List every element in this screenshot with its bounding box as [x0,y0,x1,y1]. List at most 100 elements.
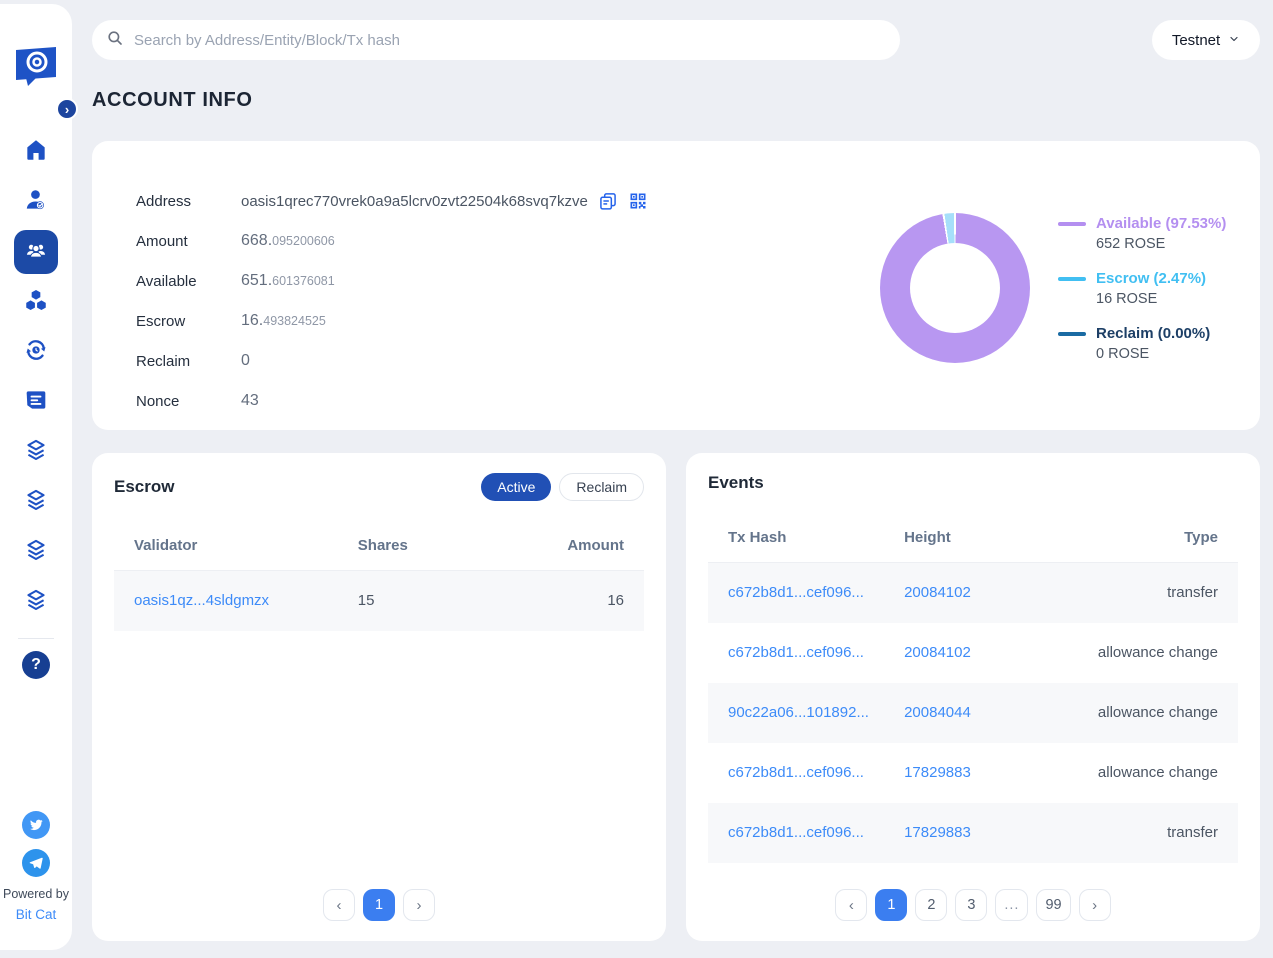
escrow-pagination: ‹ 1 › [92,889,666,921]
powered-by-label: Powered by [2,887,69,901]
sidebar-item-home[interactable] [14,130,58,174]
legend-value-available: 652 ROSE [1096,235,1166,252]
reclaim-value: 0 [241,352,250,369]
chart-legend: Available (97.53%) 652 ROSE Escrow (2.47… [1058,215,1226,362]
page-button-1[interactable]: 1 [363,889,395,921]
page-title: ACCOUNT INFO [92,89,253,111]
tx-hash-link[interactable]: c672b8d1...cef096... [728,584,864,602]
sidebar-footer: Powered by Bit Cat [3,811,69,950]
sidebar-item-transactions[interactable] [14,330,58,374]
address-value: oasis1qrec770vrek0a9a5lcrv0zvt22504k68sv… [241,192,588,210]
page-button-2[interactable]: 2 [915,889,948,921]
shares-value: 15 [357,592,375,610]
nonce-value: 43 [241,392,259,409]
table-row: c672b8d1...cef096... 17829883 allowance … [708,743,1238,803]
prev-page-button[interactable]: ‹ [835,889,868,921]
app-logo-icon[interactable] [12,40,60,88]
page-button-99[interactable]: 99 [1036,889,1071,921]
tx-hash-link[interactable]: c672b8d1...cef096... [728,644,864,661]
event-type: transfer [1167,584,1218,602]
events-table: Tx Hash Height Type c672b8d1...cef096...… [708,519,1238,863]
event-type: allowance change [1097,704,1218,721]
search-icon [106,29,124,52]
escrow-frac: 493824525 [263,314,326,328]
legend-label-escrow: Escrow (2.47%) [1096,269,1207,287]
sidebar-item-paratime-3[interactable] [14,530,58,574]
sidebar-collapse-button[interactable]: › [56,98,78,120]
address-label: Address [136,192,192,210]
network-label: Testnet [1171,31,1221,49]
amount-label: Amount [136,232,188,250]
layers-icon [23,537,49,568]
table-row: 90c22a06...101892... 20084044 allowance … [708,682,1238,743]
bottom-panels: Escrow Active Reclaim Validator Shares A… [92,453,1260,941]
tx-hash-link[interactable]: c672b8d1...cef096... [728,764,864,781]
table-row: c672b8d1...cef096... 20084102 allowance … [708,623,1238,683]
legend-item-reclaim: Reclaim (0.00%) 0 ROSE [1058,325,1226,362]
account-reclaim-row: Reclaim 0 [136,341,880,381]
search-bar[interactable] [92,20,900,60]
account-fields: Address oasis1qrec770vrek0a9a5lcrv0zvt22… [136,181,880,410]
telegram-icon[interactable] [21,849,50,877]
tx-hash-link[interactable]: c672b8d1...cef096... [728,824,864,841]
sidebar-item-documents[interactable] [14,380,58,424]
tab-reclaim[interactable]: Reclaim [559,473,644,501]
reclaim-label: Reclaim [136,352,191,370]
sidebar-item-blocks[interactable] [14,280,58,324]
sidebar-item-paratime-4[interactable] [14,580,58,624]
network-selector[interactable]: Testnet [1152,20,1260,60]
account-amount-row: Amount 668. 095200606 [136,221,880,261]
legend-label-reclaim: Reclaim (0.00%) [1096,324,1211,342]
sidebar-item-accounts[interactable] [14,230,58,274]
amount-int: 668. [241,232,273,249]
sidebar-item-paratime-1[interactable] [14,430,58,474]
legend-dash-reclaim [1058,331,1086,336]
col-validator: Validator [114,527,358,571]
validator-link[interactable]: oasis1qz...4sldgmzx [134,592,270,610]
sidebar-divider [18,638,54,639]
event-type: allowance change [1097,764,1218,781]
next-page-button[interactable]: › [403,889,435,921]
table-row: c672b8d1...cef096... 17829883 transfer [708,802,1238,863]
sidebar-item-validators[interactable] [14,180,58,224]
amount-value: 16 [607,592,624,610]
tx-hash-link[interactable]: 90c22a06...101892... [728,704,869,721]
document-icon [23,387,49,418]
escrow-panel: Escrow Active Reclaim Validator Shares A… [92,453,666,941]
account-info-panel: Address oasis1qrec770vrek0a9a5lcrv0zvt22… [92,141,1260,430]
nonce-label: Nonce [136,392,180,410]
search-input[interactable] [134,31,886,49]
height-link[interactable]: 20084102 [904,584,971,602]
twitter-icon[interactable] [21,811,50,839]
col-shares: Shares [357,527,507,571]
next-page-button[interactable]: › [1078,889,1111,921]
layers-icon [23,587,49,618]
col-type: Type [1078,519,1238,563]
chevron-down-icon [1228,33,1240,48]
event-type: allowance change [1097,644,1218,661]
available-int: 651. [241,272,273,289]
help-icon[interactable]: ? [22,651,50,679]
page-button-3[interactable]: 3 [955,889,988,921]
page-button-1[interactable]: 1 [875,889,908,921]
sidebar-item-paratime-2[interactable] [14,480,58,524]
qr-code-icon[interactable] [628,191,648,211]
escrow-tabs: Active Reclaim [481,473,644,501]
topbar: Testnet [92,20,1260,60]
amount-frac: 095200606 [272,234,335,248]
height-link[interactable]: 17829883 [904,764,971,781]
tab-active[interactable]: Active [481,473,552,501]
height-link[interactable]: 20084044 [904,704,971,721]
sidebar-nav [14,130,58,630]
prev-page-button[interactable]: ‹ [323,889,355,921]
main-content: Testnet ACCOUNT INFO Address oasis1qrec7… [72,0,1273,958]
transactions-cycle-icon [23,337,49,368]
page-ellipsis-button[interactable]: ... [995,889,1029,921]
bitcat-link[interactable]: Bit Cat [15,907,57,922]
height-link[interactable]: 17829883 [904,824,971,841]
donut-chart [880,213,1030,363]
sidebar: › [0,4,78,950]
copy-icon[interactable] [598,191,618,211]
height-link[interactable]: 20084102 [904,644,971,661]
col-height: Height [904,519,1079,563]
